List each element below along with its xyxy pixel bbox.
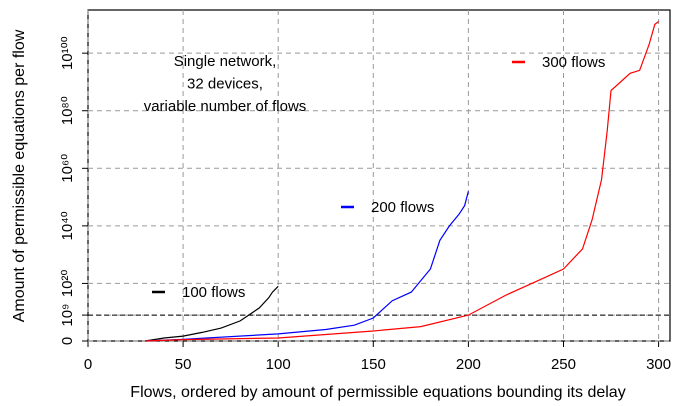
y-tick-label: 10⁶⁰ bbox=[59, 154, 76, 183]
annotation: 32 devices, bbox=[187, 75, 263, 92]
y-axis-label: Amount of permissible equations per flow bbox=[11, 29, 28, 322]
series-line bbox=[145, 285, 279, 342]
legend-label: 200 flows bbox=[371, 199, 434, 216]
x-tick-label: 200 bbox=[456, 356, 481, 373]
x-tick-label: 150 bbox=[361, 356, 386, 373]
x-tick-label: 50 bbox=[175, 356, 192, 373]
y-tick-label: 10¹⁰⁰ bbox=[59, 36, 76, 70]
y-tick-label: 0 bbox=[59, 337, 76, 345]
annotation: Single network, bbox=[174, 53, 277, 70]
legend-label: 300 flows bbox=[542, 54, 605, 71]
y-tick-label: 10²⁰ bbox=[59, 270, 76, 298]
y-tick-label: 10⁴⁰ bbox=[59, 211, 76, 240]
x-tick-label: 0 bbox=[84, 356, 92, 373]
x-tick-label: 250 bbox=[551, 356, 576, 373]
legend-label: 100 flows bbox=[182, 284, 245, 301]
x-tick-label: 100 bbox=[266, 356, 291, 373]
y-tick-label: 10⁹ bbox=[59, 304, 76, 327]
y-tick-label: 10⁸⁰ bbox=[59, 96, 76, 125]
x-axis-label: Flows, ordered by amount of permissible … bbox=[130, 384, 625, 401]
x-tick-label: 300 bbox=[646, 356, 671, 373]
annotation: variable number of flows bbox=[144, 98, 307, 115]
series-line bbox=[145, 21, 659, 342]
series-line bbox=[145, 191, 469, 342]
